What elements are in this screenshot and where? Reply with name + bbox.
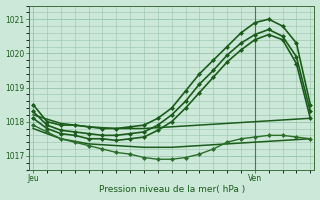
X-axis label: Pression niveau de la mer( hPa ): Pression niveau de la mer( hPa ): [99, 185, 245, 194]
